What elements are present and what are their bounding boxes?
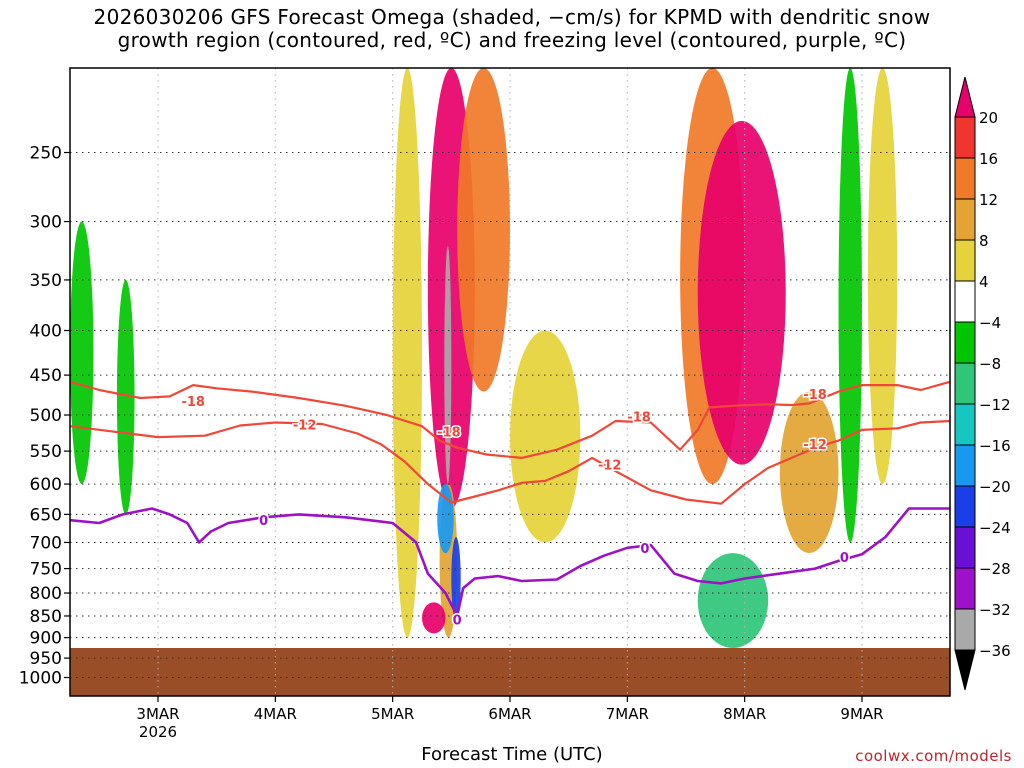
omega-region-1	[457, 68, 510, 392]
contour-label-0-3: 0	[840, 551, 849, 566]
contour-label-0-1: 0	[453, 614, 462, 629]
x-tick-label-3MAR: 3MAR	[136, 705, 179, 723]
y-tick-label-450: 450	[30, 366, 62, 386]
contour-line--18	[70, 380, 950, 459]
chart-title-line1: 2026030206 GFS Forecast Omega (shaded, −…	[93, 5, 931, 29]
temperature-contours: -18 -18 -18 -18 -12 -12 -12 0 0 0 0	[70, 380, 950, 630]
colorbar-label-10: −24	[979, 519, 1011, 537]
colorbar-box-9	[954, 485, 976, 528]
omega-region-13	[70, 221, 94, 485]
colorbar-box-4	[954, 280, 976, 323]
colorbar-label-0: 20	[979, 109, 998, 127]
omega-region-8	[510, 330, 581, 543]
y-tick-label-800: 800	[30, 584, 62, 604]
y-tick-label-1000: 1000	[19, 669, 62, 689]
plot-background	[70, 68, 950, 696]
x-tick-label-8MAR: 8MAR	[723, 705, 766, 723]
x-tick-label-9MAR: 9MAR	[840, 705, 883, 723]
colorbar-box-3	[954, 239, 976, 282]
colorbar-box-7	[954, 403, 976, 446]
y-tick-label-500: 500	[30, 406, 62, 426]
y-tick-label-250: 250	[30, 144, 62, 164]
colorbar-label-4: 4	[979, 273, 989, 291]
contour-label--12-2: -12	[803, 438, 827, 453]
y-tick-label-300: 300	[30, 213, 62, 233]
x-tick-label-7MAR: 7MAR	[606, 705, 649, 723]
y-axis: 2503003504004505005506006507007508008509…	[19, 144, 70, 689]
contour-label-0-0: 0	[259, 514, 268, 529]
y-tick-label-850: 850	[30, 607, 62, 627]
omega-region-14	[116, 279, 135, 515]
y-tick-label-900: 900	[30, 629, 62, 649]
colorbar-label-13: −36	[979, 642, 1011, 660]
contour-line--12	[70, 419, 950, 505]
grid-lines	[70, 68, 950, 696]
colorbar-label-2: 12	[979, 191, 998, 209]
y-tick-label-650: 650	[30, 505, 62, 525]
colorbar: 20 16 12 8 4 −4 −8 −12 −16 −20 −24 −28 −32 −36	[954, 76, 1011, 691]
omega-region-7	[392, 68, 423, 638]
colorbar-label-12: −32	[979, 601, 1011, 619]
colorbar-box-10	[954, 526, 976, 569]
colorbar-label-1: 16	[979, 150, 998, 168]
omega-region-11	[779, 391, 839, 554]
y-tick-label-950: 950	[30, 649, 62, 669]
omega-region-15	[838, 68, 862, 543]
colorbar-box-11	[954, 567, 976, 610]
contour-label--18-0: -18	[181, 395, 205, 410]
colorbar-label-3: 8	[979, 232, 989, 250]
colorbar-arrow-bottom	[954, 649, 976, 691]
colorbar-box-2	[954, 198, 976, 241]
x-tick-label-6MAR: 6MAR	[488, 705, 531, 723]
colorbar-box-12	[954, 608, 976, 651]
omega-region-4	[444, 245, 452, 485]
y-tick-label-700: 700	[30, 533, 62, 553]
y-tick-label-550: 550	[30, 442, 62, 462]
colorbar-label-6: −8	[979, 355, 1001, 373]
y-tick-label-600: 600	[30, 475, 62, 495]
colorbar-box-1	[954, 157, 976, 200]
omega-region-12	[697, 553, 769, 648]
x-tick-sublabel-3MAR: 2026	[139, 723, 177, 741]
contour-label-0-2: 0	[640, 542, 649, 557]
colorbar-box-8	[954, 444, 976, 487]
omega-region-10	[697, 120, 786, 465]
contour-label--18-1: -18	[437, 425, 461, 440]
contour-label--18-3: -18	[803, 388, 827, 403]
colorbar-label-5: −4	[979, 314, 1001, 332]
colorbar-box-0	[954, 116, 976, 159]
y-tick-label-350: 350	[30, 271, 62, 291]
colorbar-arrow-top	[954, 76, 976, 118]
chart-title-line2: growth region (contoured, red, ºC) and f…	[117, 28, 907, 52]
x-tick-label-5MAR: 5MAR	[371, 705, 414, 723]
ground-below-surface	[70, 647, 950, 696]
x-axis-title: Forecast Time (UTC)	[421, 744, 603, 765]
colorbar-label-7: −12	[979, 396, 1011, 414]
chart-title: 2026030206 GFS Forecast Omega (shaded, −…	[0, 6, 1024, 52]
colorbar-label-11: −28	[979, 560, 1011, 578]
contour-label--12-0: -12	[293, 419, 317, 434]
x-tick-label-4MAR: 4MAR	[254, 705, 297, 723]
omega-region-16	[867, 68, 898, 485]
omega-region-3	[422, 602, 446, 634]
omega-region-6	[451, 536, 461, 621]
contour-label--18-2: -18	[627, 411, 651, 426]
colorbar-label-9: −20	[979, 478, 1011, 496]
y-tick-label-750: 750	[30, 560, 62, 580]
colorbar-label-8: −16	[979, 437, 1011, 455]
colorbar-box-6	[954, 362, 976, 405]
colorbar-box-5	[954, 321, 976, 364]
y-tick-label-400: 400	[30, 322, 62, 342]
contour-label--12-1: -12	[598, 459, 622, 474]
contour-line-0	[70, 507, 950, 618]
credit-link[interactable]: coolwx.com/models	[855, 747, 1012, 765]
